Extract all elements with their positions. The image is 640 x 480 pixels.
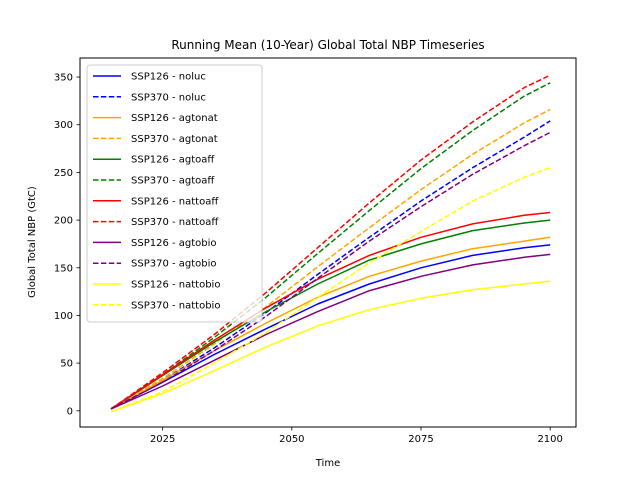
y-axis-label: Global Total NBP (GtC)	[27, 186, 38, 298]
legend-label-1: SSP126 - noluc	[131, 72, 206, 83]
series-line-8	[110, 74, 551, 410]
series-line-10	[110, 131, 551, 410]
legend-label-2: SSP370 - noluc	[131, 92, 206, 103]
legend-label-3: SSP126 - agtonat	[131, 113, 218, 124]
x-tick-label: 2075	[408, 434, 433, 445]
series-line-11	[110, 280, 551, 413]
x-axis-label: Time	[315, 458, 340, 469]
y-tick-label: 150	[54, 263, 73, 274]
x-tick-label: 2025	[150, 434, 175, 445]
y-axis-ticks: 0 50 100 150 200 250 300 350	[54, 73, 80, 417]
y-tick-label: 0	[67, 406, 73, 417]
legend: SSP126 - noluc SSP370 - noluc SSP126 - agt…	[86, 64, 263, 323]
y-tick-label: 50	[60, 359, 73, 370]
legend-label-4: SSP370 - agtonat	[131, 134, 218, 145]
x-axis-ticks: 2025 2050 2075 2100	[150, 427, 563, 445]
legend-label-11: SSP126 - nattobio	[131, 280, 220, 291]
series-line-4	[110, 108, 551, 410]
legend-label-6: SSP370 - agtoaff	[131, 176, 215, 187]
x-tick-label: 2100	[537, 434, 562, 445]
y-tick-label: 300	[54, 120, 73, 131]
legend-label-5: SSP126 - agtoaff	[131, 155, 215, 166]
series-line-6	[110, 82, 551, 410]
y-tick-label: 200	[54, 216, 73, 227]
series-line-1	[110, 244, 551, 410]
series-line-2	[110, 120, 551, 410]
series-line-9	[110, 253, 551, 410]
chart-title: Running Mean (10-Year) Global Total NBP …	[171, 38, 484, 52]
legend-label-10: SSP370 - agtobio	[131, 259, 217, 270]
y-tick-label: 250	[54, 168, 73, 179]
series-line-7	[110, 211, 551, 410]
series-line-3	[110, 236, 551, 410]
legend-label-12: SSP370 - nattobio	[131, 300, 220, 311]
legend-label-7: SSP126 - nattoaff	[131, 196, 219, 207]
series-layer	[110, 74, 551, 413]
legend-label-8: SSP370 - nattoaff	[131, 217, 219, 228]
legend-box	[86, 64, 263, 323]
plot-area	[79, 57, 577, 428]
y-tick-label: 100	[54, 311, 73, 322]
y-tick-label: 350	[54, 73, 73, 84]
legend-label-9: SSP126 - agtobio	[131, 238, 217, 249]
series-line-5	[110, 219, 551, 410]
x-tick-label: 2050	[279, 434, 304, 445]
